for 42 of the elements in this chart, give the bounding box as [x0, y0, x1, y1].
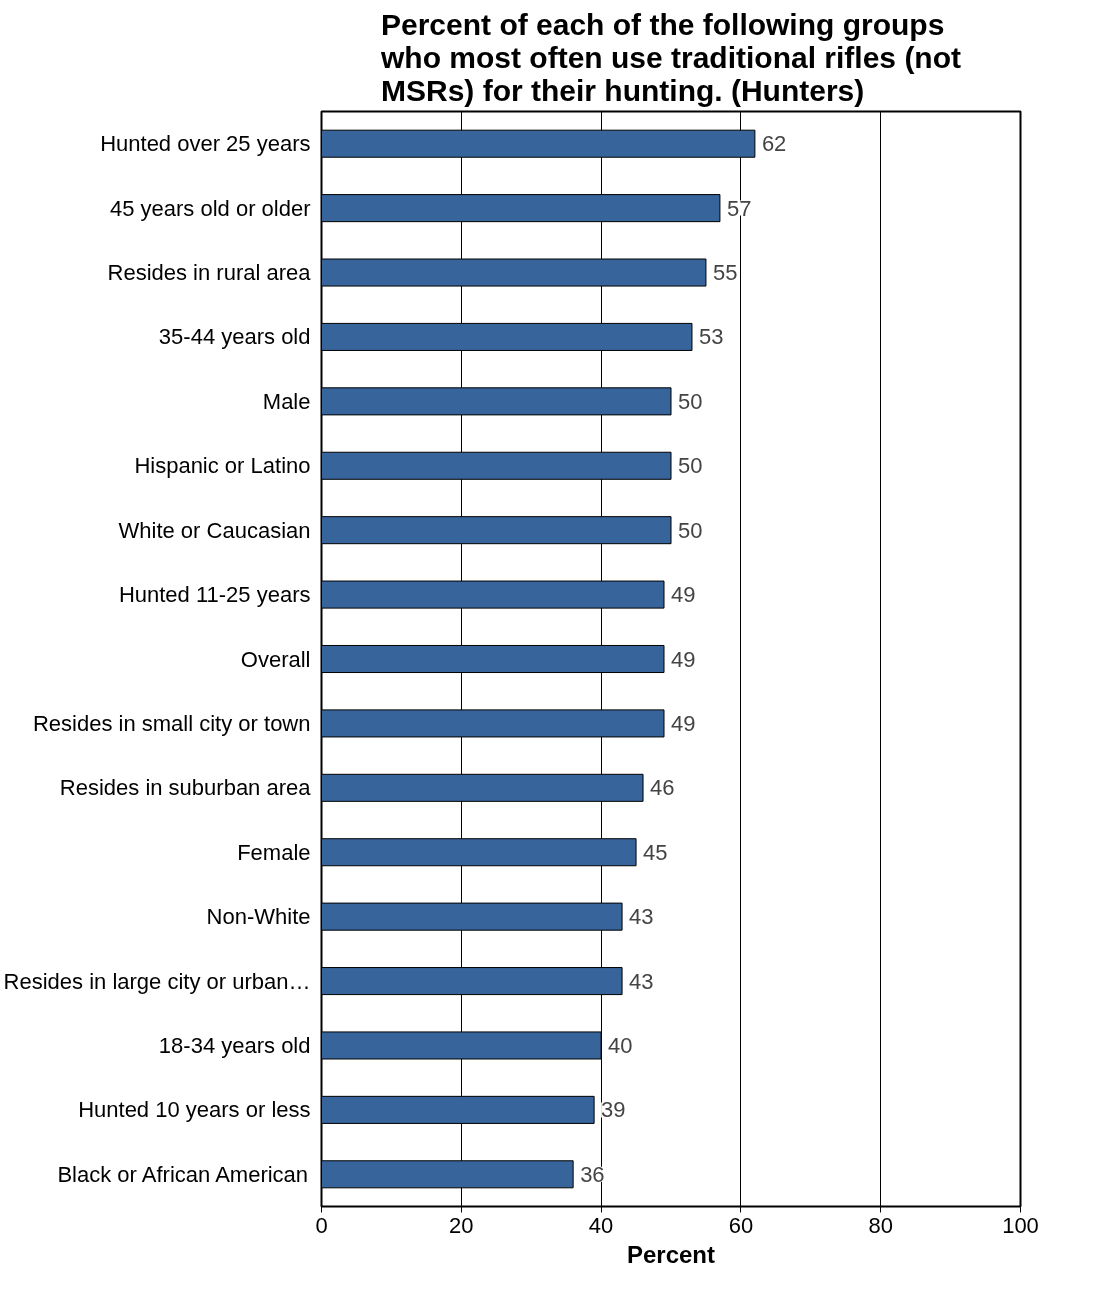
y-tick-label: 45 years old or older [109, 195, 311, 221]
data-label: 43 [629, 904, 654, 930]
y-tick-label: 35-44 years old [158, 324, 311, 350]
y-tick-label: Non-White [206, 904, 311, 930]
y-tick-label: Hunted 11-25 years [118, 582, 311, 608]
data-label: 62 [761, 131, 787, 157]
data-label: 49 [671, 582, 696, 608]
y-tick-label: Black or African American [57, 1161, 309, 1187]
data-label: 36 [580, 1161, 605, 1187]
data-label: 45 [643, 839, 668, 865]
data-label: 43 [629, 968, 654, 994]
data-label: 57 [726, 195, 752, 221]
data-label: 50 [678, 388, 703, 414]
y-tick-label: Resides in large city or urban… [3, 968, 311, 994]
y-tick-label: Male [262, 388, 311, 414]
x-axis-title: Percent [626, 1240, 716, 1268]
y-tick-label: Hunted 10 years or less [78, 1097, 311, 1123]
data-label: 50 [678, 453, 703, 479]
y-tick-label: White or Caucasian [118, 517, 311, 543]
x-tick-label: 20 [449, 1212, 474, 1238]
x-tick-label: 0 [315, 1212, 328, 1238]
y-tick-label: Hunted over 25 years [100, 131, 311, 157]
x-tick-label: 60 [728, 1212, 754, 1238]
data-label: 53 [698, 324, 724, 350]
y-tick-label: Resides in rural area [107, 260, 312, 286]
chart-title: Percent of each of the following groups who most often use traditional rifles (not MSRs) for their hunting. (Hunters) [379, 7, 962, 107]
y-tick-label: Resides in small city or town [32, 710, 311, 736]
data-label: 55 [712, 260, 738, 286]
data-label: 50 [678, 517, 703, 543]
x-tick-label: 80 [868, 1212, 893, 1238]
y-tick-label: 18-34 years old [158, 1032, 311, 1058]
x-tick-label: 100 [1002, 1212, 1039, 1238]
y-tick-label: Female [237, 839, 311, 865]
data-label: 39 [601, 1097, 626, 1123]
y-tick-label: Overall [240, 646, 311, 672]
y-tick-label: Hispanic or Latino [134, 453, 311, 479]
data-label: 49 [671, 710, 696, 736]
data-label: 40 [608, 1032, 633, 1058]
data-label: 46 [650, 775, 675, 801]
y-tick-label: Resides in suburban area [59, 775, 312, 801]
x-tick-label: 40 [588, 1212, 614, 1238]
data-label: 49 [671, 646, 696, 672]
